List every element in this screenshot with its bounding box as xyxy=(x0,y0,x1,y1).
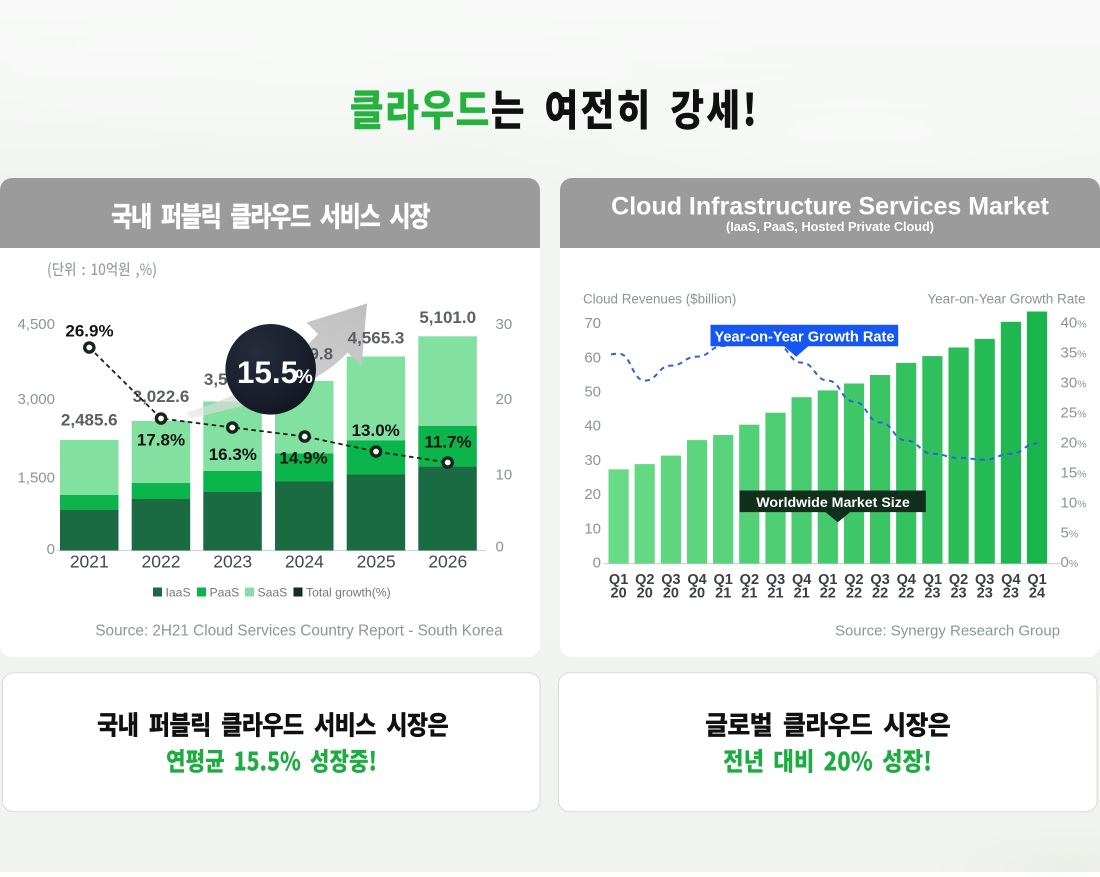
svg-text:3,000: 3,000 xyxy=(17,391,55,408)
svg-text:Q1: Q1 xyxy=(714,572,733,588)
svg-text:20: 20 xyxy=(637,586,653,602)
svg-text:Source: Synergy Research Group: Source: Synergy Research Group xyxy=(835,623,1060,640)
svg-text:1,500: 1,500 xyxy=(17,470,55,487)
svg-text:Q1: Q1 xyxy=(923,572,942,588)
svg-text:Q4: Q4 xyxy=(687,572,706,588)
svg-text:Q3: Q3 xyxy=(975,572,994,588)
svg-text:PaaS: PaaS xyxy=(210,586,240,600)
svg-text:Q1: Q1 xyxy=(1027,572,1046,588)
svg-text:5%: 5% xyxy=(1061,524,1079,541)
svg-text:Q4: Q4 xyxy=(897,572,916,588)
svg-text:20: 20 xyxy=(496,391,513,408)
svg-text:15.5: 15.5 xyxy=(237,354,298,390)
svg-text:17.8%: 17.8% xyxy=(137,431,185,450)
svg-text:2024: 2024 xyxy=(285,552,324,572)
svg-text:4,500: 4,500 xyxy=(17,316,55,333)
svg-text:22: 22 xyxy=(898,586,914,602)
svg-text:Q2: Q2 xyxy=(949,572,968,588)
svg-text:2026: 2026 xyxy=(428,552,467,572)
svg-text:30: 30 xyxy=(496,316,513,333)
svg-text:Q4: Q4 xyxy=(792,572,811,588)
svg-text:Worldwide Market Size: Worldwide Market Size xyxy=(756,495,910,511)
svg-text:22: 22 xyxy=(846,586,862,602)
svg-text:2021: 2021 xyxy=(70,552,109,572)
svg-text:2025: 2025 xyxy=(357,552,396,572)
svg-text:23: 23 xyxy=(1003,586,1019,602)
svg-text:Year-on-Year Growth Rate: Year-on-Year Growth Rate xyxy=(714,330,894,346)
svg-text:Cloud Infrastructure Services: Cloud Infrastructure Services Market xyxy=(611,193,1049,221)
svg-text:Cloud Revenues ($billion): Cloud Revenues ($billion) xyxy=(583,292,736,307)
svg-text:15%: 15% xyxy=(1061,464,1087,481)
svg-text:5,101.0: 5,101.0 xyxy=(419,308,476,327)
svg-text:%: % xyxy=(296,366,313,388)
svg-text:22: 22 xyxy=(872,586,888,602)
svg-text:2,485.6: 2,485.6 xyxy=(61,411,118,430)
svg-text:21: 21 xyxy=(794,586,810,602)
svg-text:20: 20 xyxy=(689,586,705,602)
svg-text:Q1: Q1 xyxy=(818,572,837,588)
svg-text:23: 23 xyxy=(950,586,966,602)
svg-text:Q4: Q4 xyxy=(1001,572,1020,588)
svg-text:Q2: Q2 xyxy=(635,572,654,588)
svg-text:0%: 0% xyxy=(1061,554,1079,571)
svg-text:10%: 10% xyxy=(1061,494,1087,511)
svg-text:26.9%: 26.9% xyxy=(65,322,113,341)
svg-text:22: 22 xyxy=(820,586,836,602)
svg-text:Q3: Q3 xyxy=(661,572,680,588)
svg-text:24: 24 xyxy=(1029,586,1045,602)
svg-text:60: 60 xyxy=(584,349,601,366)
svg-text:21: 21 xyxy=(767,586,783,602)
svg-text:Q3: Q3 xyxy=(766,572,785,588)
svg-text:16.3%: 16.3% xyxy=(209,445,257,464)
svg-text:14.9%: 14.9% xyxy=(279,449,327,468)
svg-text:40: 40 xyxy=(584,418,601,435)
svg-text:SaaS: SaaS xyxy=(258,586,288,600)
svg-text:35%: 35% xyxy=(1061,345,1087,362)
svg-text:0: 0 xyxy=(593,555,601,572)
svg-text:Q2: Q2 xyxy=(844,572,863,588)
svg-text:Q1: Q1 xyxy=(609,572,628,588)
svg-text:3,022.6: 3,022.6 xyxy=(133,387,190,406)
svg-text:2022: 2022 xyxy=(142,552,181,572)
svg-text:(IaaS, PaaS, Hosted Private Cl: (IaaS, PaaS, Hosted Private Cloud) xyxy=(726,220,934,234)
svg-text:0: 0 xyxy=(496,539,504,556)
svg-text:Total growth(%): Total growth(%) xyxy=(306,586,391,600)
svg-text:IaaS: IaaS xyxy=(166,586,191,600)
svg-text:20%: 20% xyxy=(1061,434,1087,451)
svg-text:70: 70 xyxy=(584,315,601,332)
svg-text:40%: 40% xyxy=(1061,315,1087,332)
svg-text:20: 20 xyxy=(611,586,627,602)
svg-text:11.7%: 11.7% xyxy=(424,432,471,451)
svg-text:21: 21 xyxy=(741,586,757,602)
svg-text:20: 20 xyxy=(584,486,601,503)
svg-text:50: 50 xyxy=(584,384,601,401)
svg-text:30: 30 xyxy=(584,452,601,469)
svg-text:2023: 2023 xyxy=(213,552,252,572)
svg-text:Year-on-Year Growth Rate: Year-on-Year Growth Rate xyxy=(927,292,1085,307)
svg-text:Q3: Q3 xyxy=(870,572,889,588)
svg-text:Q2: Q2 xyxy=(740,572,759,588)
svg-text:21: 21 xyxy=(715,586,731,602)
svg-text:25%: 25% xyxy=(1061,405,1087,422)
svg-text:0: 0 xyxy=(47,541,55,558)
svg-text:20: 20 xyxy=(663,586,679,602)
svg-text:30%: 30% xyxy=(1061,375,1087,392)
svg-text:4,565.3: 4,565.3 xyxy=(348,329,405,348)
svg-text:Source: 2H21 Cloud Services Co: Source: 2H21 Cloud Services Country Repo… xyxy=(95,623,503,640)
svg-text:23: 23 xyxy=(924,586,940,602)
svg-text:10: 10 xyxy=(584,520,601,537)
svg-text:10: 10 xyxy=(496,467,513,484)
svg-text:13.0%: 13.0% xyxy=(352,421,400,440)
svg-text:23: 23 xyxy=(977,586,993,602)
